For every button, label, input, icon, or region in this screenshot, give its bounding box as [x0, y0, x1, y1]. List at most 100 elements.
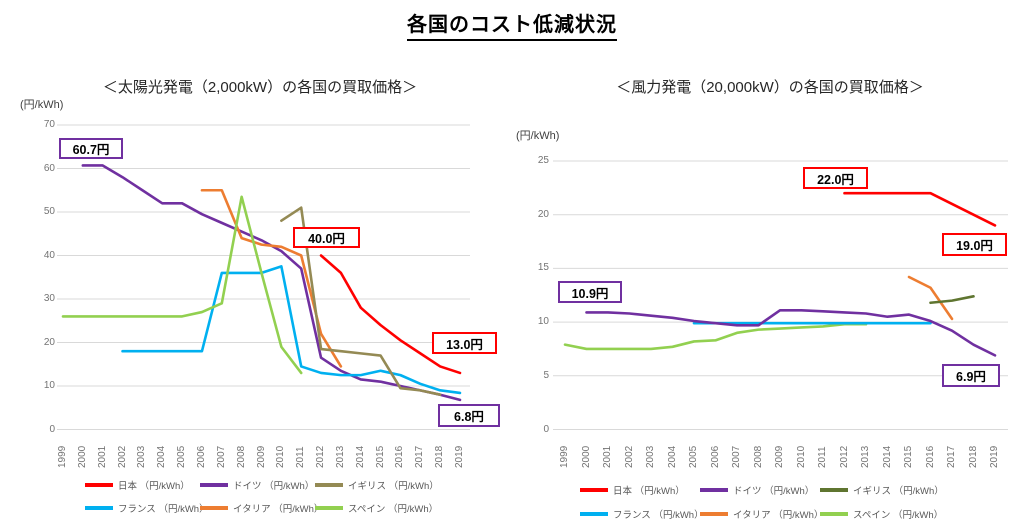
y-tick-label: 70 [43, 119, 55, 130]
page-title: 各国のコスト低減状況 [0, 8, 1024, 41]
value-callout: 22.0円 [803, 167, 868, 189]
y-tick-label: 30 [43, 293, 55, 304]
legend-label: ドイツ （円/kWh） [733, 486, 815, 497]
legend-item: イタリア （円/kWh） [200, 502, 324, 515]
y-tick-label: 10 [43, 380, 55, 391]
x-tick-label: 2016 [394, 445, 406, 468]
solar-chart [57, 124, 470, 430]
legend-label: ドイツ （円/kWh） [233, 481, 315, 492]
x-tick-label: 2007 [215, 445, 227, 468]
x-tick-label: 1999 [559, 445, 570, 468]
legend-item: フランス （円/kWh） [85, 502, 209, 515]
y-tick-label: 25 [537, 155, 549, 166]
value-callout: 6.8円 [438, 404, 500, 427]
x-tick-label: 2012 [315, 445, 327, 468]
y-tick-label: 10 [537, 316, 549, 328]
y-tick-label: 40 [43, 249, 55, 261]
solar-y-axis-unit: (円/kWh) [20, 99, 64, 111]
x-tick-label: 2000 [76, 445, 88, 468]
legend-swatch-icon [315, 506, 343, 510]
x-tick-label: 2001 [96, 445, 108, 468]
legend-item: フランス （円/kWh） [580, 508, 704, 521]
solar-series-line-フランス [121, 265, 462, 395]
solar-series-line-日本 [319, 254, 462, 375]
x-tick-label: 2000 [580, 445, 592, 468]
x-tick-label: 2006 [709, 445, 721, 468]
legend-swatch-icon [85, 483, 113, 487]
legend-swatch-icon [580, 512, 608, 516]
x-tick-label: 2005 [688, 445, 699, 468]
x-tick-label: 2004 [156, 445, 168, 468]
value-callout: 40.0円 [293, 227, 360, 248]
y-tick-label: 50 [43, 206, 55, 217]
legend-label: スペイン （円/kWh） [348, 504, 439, 515]
value-callout: 13.0円 [432, 332, 497, 354]
x-tick-label: 2007 [731, 445, 742, 468]
legend-swatch-icon [820, 488, 848, 492]
legend-item: スペイン （円/kWh） [315, 502, 439, 515]
x-tick-label: 2014 [354, 445, 366, 468]
wind-series-line-スペイン [563, 322, 868, 351]
y-tick-label: 15 [537, 262, 549, 274]
x-tick-label: 2016 [924, 445, 936, 468]
x-tick-label: 2003 [136, 445, 148, 468]
x-tick-label: 2014 [881, 445, 893, 468]
x-tick-label: 2009 [774, 445, 785, 468]
solar-series-line-ドイツ [81, 164, 462, 402]
wind-chart [553, 160, 1008, 430]
x-tick-label: 2011 [817, 446, 828, 468]
x-tick-label: 2005 [176, 445, 188, 468]
wind-y-axis-unit: (円/kWh) [516, 130, 560, 142]
legend-label: イタリア （円/kWh） [733, 510, 824, 521]
value-callout: 10.9円 [558, 281, 622, 303]
x-tick-label: 2013 [334, 445, 346, 468]
x-tick-label: 1999 [57, 445, 68, 468]
legend-swatch-icon [85, 506, 113, 510]
legend-item: ドイツ （円/kWh） [700, 484, 815, 497]
x-tick-label: 2004 [666, 445, 678, 468]
y-tick-label: 0 [49, 423, 55, 435]
value-callout: 19.0円 [942, 233, 1007, 256]
x-tick-label: 2009 [255, 445, 267, 468]
legend-item: イギリス （円/kWh） [315, 479, 439, 492]
x-tick-label: 2002 [623, 445, 635, 468]
x-tick-label: 2019 [989, 445, 1000, 468]
x-tick-label: 2018 [967, 445, 979, 468]
solar-chart-title: ＜太陽光発電（2,000kW）の各国の買取価格＞ [102, 79, 418, 96]
y-tick-label: 20 [537, 208, 549, 220]
solar-series-line-イギリス [280, 206, 442, 397]
legend-label: 日本 （円/kWh） [613, 486, 685, 497]
legend-label: フランス （円/kWh） [613, 510, 704, 521]
legend-item: イギリス （円/kWh） [820, 484, 944, 497]
legend-item: ドイツ （円/kWh） [200, 479, 315, 492]
y-tick-label: 5 [543, 369, 549, 381]
legend-item: イタリア （円/kWh） [700, 508, 824, 521]
wind-series-line-イギリス [929, 295, 975, 305]
legend-swatch-icon [580, 488, 608, 492]
x-tick-label: 2015 [374, 445, 386, 468]
legend-item: 日本 （円/kWh） [580, 484, 685, 497]
x-tick-label: 2019 [454, 445, 465, 468]
legend-swatch-icon [200, 506, 228, 510]
legend-label: イギリス （円/kWh） [853, 486, 944, 497]
legend-swatch-icon [820, 512, 848, 516]
value-callout: 60.7円 [59, 138, 123, 159]
legend-label: 日本 （円/kWh） [118, 481, 190, 492]
x-tick-label: 2001 [602, 445, 613, 468]
legend-swatch-icon [700, 488, 728, 492]
legend-swatch-icon [200, 483, 228, 487]
legend-swatch-icon [700, 512, 728, 516]
wind-series-line-ドイツ [585, 308, 997, 357]
legend-swatch-icon [315, 483, 343, 487]
legend-item: 日本 （円/kWh） [85, 479, 190, 492]
x-tick-label: 2008 [752, 445, 764, 468]
legend-label: イギリス （円/kWh） [348, 481, 439, 492]
solar-series-line-スペイン [61, 195, 303, 375]
x-tick-label: 2017 [414, 445, 426, 468]
x-tick-label: 2013 [860, 445, 871, 468]
legend-label: イタリア （円/kWh） [233, 504, 324, 515]
x-tick-label: 2008 [235, 445, 247, 468]
x-tick-label: 2010 [795, 445, 807, 468]
x-tick-label: 2015 [903, 445, 914, 468]
